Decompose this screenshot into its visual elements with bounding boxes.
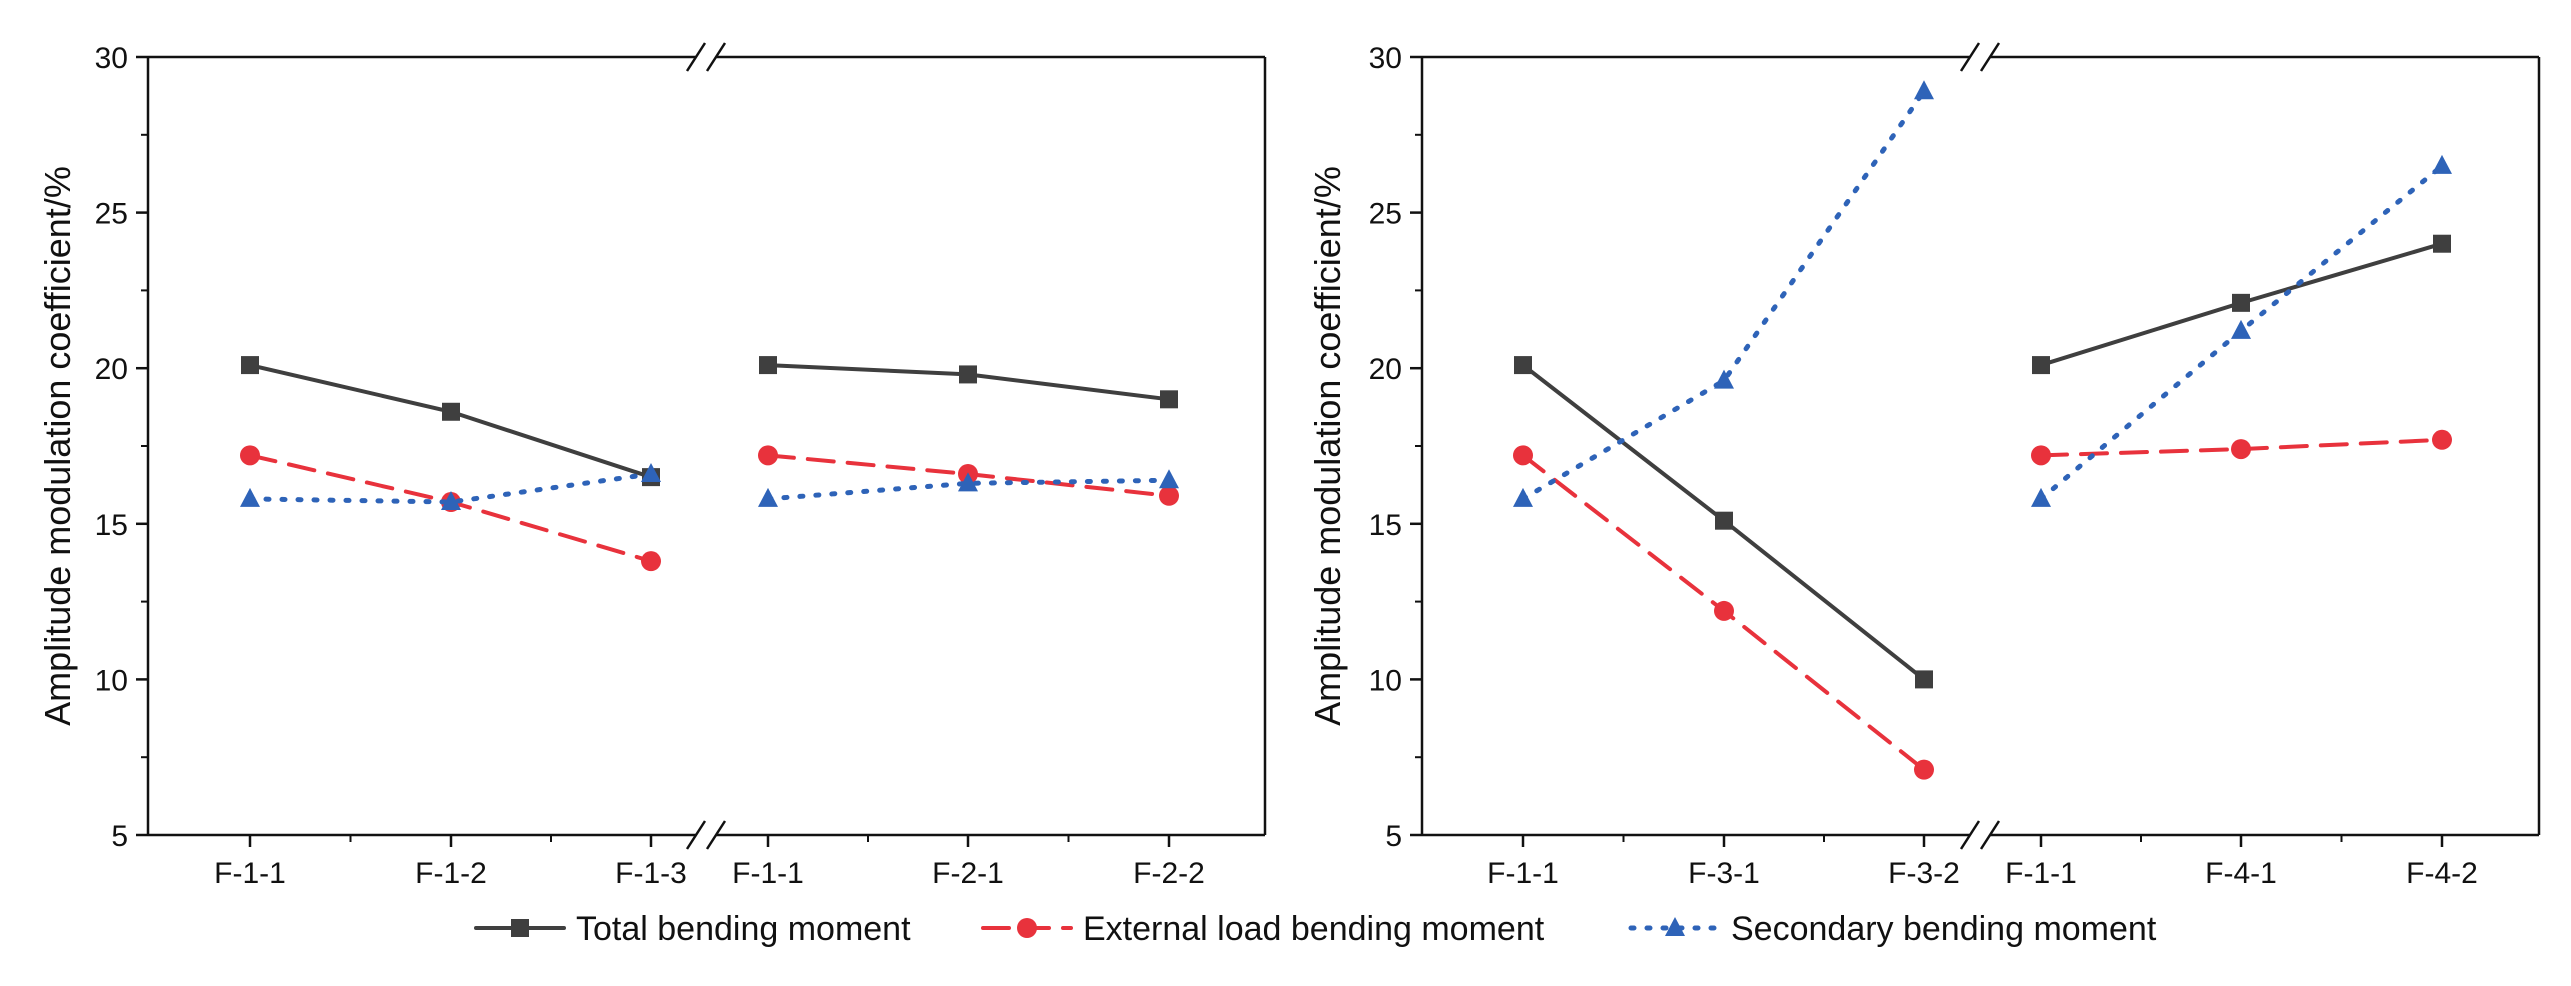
- data-point: [442, 402, 460, 421]
- data-point: [1714, 369, 1734, 389]
- y-tick-label: 5: [1385, 820, 1402, 853]
- y-tick-label: 30: [95, 42, 128, 75]
- chart-panel-2: 5 10 15 20 25 30 Amplitude modulation coeffici…: [1307, 37, 2541, 890]
- x-tick-label: F-3-1: [1688, 857, 1760, 890]
- legend-label: Total bending moment: [576, 910, 911, 948]
- axis-break-mark: [1959, 820, 1981, 850]
- data-point: [2031, 487, 2051, 507]
- axis-break-gap: [1970, 815, 1990, 855]
- series-line: [765, 477, 1172, 502]
- data-point: [641, 551, 661, 572]
- legend: Total bending moment External load bendin…: [474, 910, 2157, 948]
- data-point: [2032, 356, 2050, 375]
- data-point: [1159, 485, 1179, 506]
- axes: [1420, 55, 2541, 837]
- y-tick-label: 25: [1369, 198, 1402, 231]
- data-point: [2231, 319, 2251, 339]
- x-tick-label: F-2-1: [932, 857, 1004, 890]
- y-tick-label: 15: [95, 509, 128, 542]
- data-point: [2433, 234, 2451, 253]
- data-point: [1715, 511, 1733, 530]
- axis-break-mark: [1979, 820, 2001, 850]
- data-point: [1914, 80, 1934, 100]
- axis-break-gap: [1970, 37, 1990, 77]
- legend-marker: [1017, 918, 1037, 938]
- data-point: [240, 487, 260, 507]
- data-point: [2232, 293, 2250, 312]
- legend-label: External load bending moment: [1083, 910, 1545, 948]
- axis-break-mark: [1959, 42, 1981, 72]
- chart-panel-1: 5 10 15 20 25 30 Amplitude modulation coeffici…: [37, 37, 1267, 890]
- y-tick-label: 5: [111, 820, 128, 853]
- y-tick-label: 25: [95, 198, 128, 231]
- x-tick-label: F-1-1: [214, 857, 286, 890]
- data-point: [2432, 429, 2452, 450]
- x-tick-label: F-1-1: [2005, 857, 2077, 890]
- axes: [146, 55, 1267, 837]
- y-axis-label: Amplitude modulation coefficient/%: [37, 166, 78, 726]
- x-tick-label: F-1-1: [732, 857, 804, 890]
- y-tick-label: 10: [1369, 664, 1402, 697]
- y-axis-label: Amplitude modulation coefficient/%: [1307, 166, 1348, 726]
- axis-break-mark: [1979, 42, 2001, 72]
- data-point: [241, 356, 259, 375]
- y-tick-label: 10: [95, 664, 128, 697]
- legend-marker: [511, 919, 529, 937]
- data-point: [1513, 487, 1533, 507]
- data-point: [240, 445, 260, 466]
- data-point: [1159, 469, 1179, 489]
- data-point: [1514, 356, 1532, 375]
- series-line: [248, 363, 653, 480]
- axis-break-gap: [696, 815, 716, 855]
- x-tick-label: F-2-2: [1133, 857, 1205, 890]
- data-point: [758, 487, 778, 507]
- axis-break-mark: [685, 42, 707, 72]
- data-point: [2432, 154, 2452, 174]
- data-point: [759, 356, 777, 375]
- data-point: [1915, 670, 1933, 689]
- data-point: [1513, 445, 1533, 466]
- axis-break-mark: [685, 820, 707, 850]
- data-point: [641, 463, 661, 483]
- data-point: [1914, 759, 1934, 780]
- axis-break-mark: [705, 42, 727, 72]
- y-tick-label: 30: [1369, 42, 1402, 75]
- data-point: [2031, 445, 2051, 466]
- x-tick-label: F-1-1: [1487, 857, 1559, 890]
- series-line: [247, 471, 654, 505]
- axis-break-gap: [696, 37, 716, 77]
- data-point: [1160, 390, 1178, 409]
- series-line: [1520, 88, 1927, 502]
- data-point: [2231, 439, 2251, 460]
- x-tick-label: F-4-2: [2406, 857, 2478, 890]
- y-tick-label: 15: [1369, 509, 1402, 542]
- x-tick-label: F-4-1: [2205, 857, 2277, 890]
- x-tick-label: F-1-2: [415, 857, 487, 890]
- axis-break-mark: [705, 820, 727, 850]
- x-tick-label: F-1-3: [615, 857, 687, 890]
- x-tick-label: F-3-2: [1888, 857, 1960, 890]
- data-point: [959, 365, 977, 384]
- data-point: [1714, 600, 1734, 621]
- data-point: [758, 445, 778, 466]
- y-tick-label: 20: [1369, 353, 1402, 386]
- data-point: [441, 491, 461, 511]
- y-tick-label: 20: [95, 353, 128, 386]
- legend-label: Secondary bending moment: [1731, 910, 2157, 948]
- legend-marker: [1665, 917, 1685, 936]
- data-point: [958, 472, 978, 492]
